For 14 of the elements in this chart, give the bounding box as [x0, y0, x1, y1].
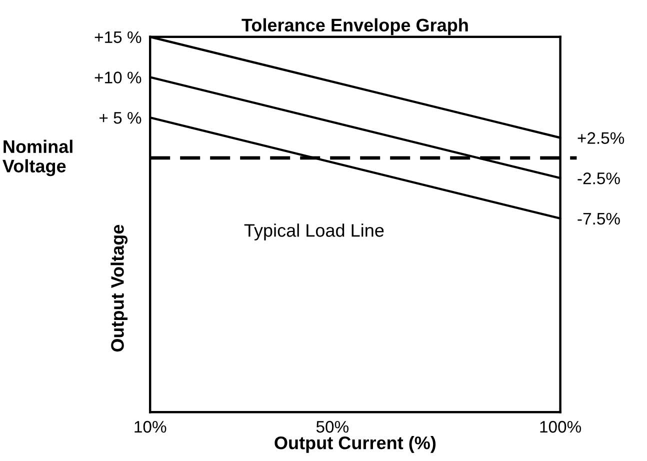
y-tick-label: + 5 %: [100, 112, 142, 124]
y-axis-title: Output Voltage: [110, 224, 128, 352]
x-axis-title: Output Current (%): [274, 436, 436, 453]
y2-tick-label: -7.5%: [578, 212, 620, 225]
ref-line-label: Nominal Voltage: [2, 140, 72, 176]
x-tick-label: 50%: [316, 420, 348, 433]
x-tick-label: 10%: [134, 420, 166, 433]
annotation: Typical Load Line: [244, 224, 384, 240]
chart-title: Tolerance Envelope Graph: [242, 18, 468, 36]
y2-tick-label: -2.5%: [578, 172, 620, 184]
y-tick-label: +15 %: [94, 31, 142, 44]
y2-tick-label: +2.5%: [578, 132, 624, 144]
y-tick-label: +10 %: [94, 72, 142, 84]
x-tick-label: 100%: [540, 420, 582, 433]
